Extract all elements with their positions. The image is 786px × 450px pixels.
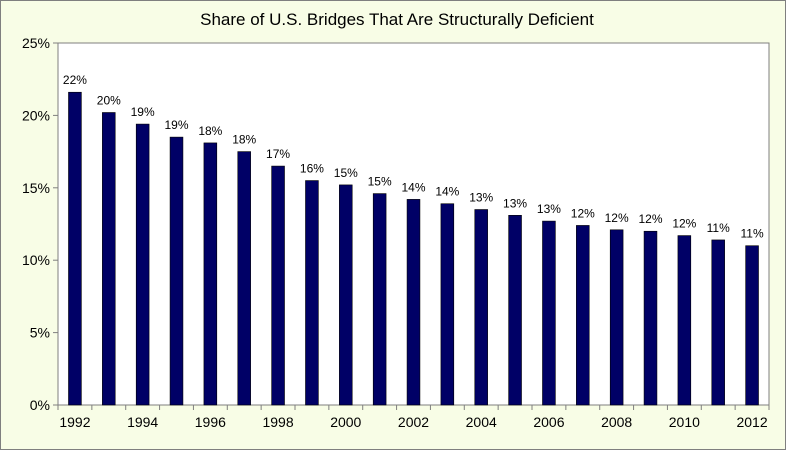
data-label-1998: 17% bbox=[266, 147, 290, 161]
y-tick-label: 20% bbox=[22, 107, 50, 123]
y-tick-label: 10% bbox=[22, 252, 50, 268]
data-labels: 22% 20% 19% 19% 18% 18% 17% 16% 15% 15% 14% 14% 13% 1… bbox=[63, 73, 764, 240]
x-tick-label: 2008 bbox=[601, 414, 632, 430]
data-label-1999: 16% bbox=[300, 162, 324, 176]
x-tick-label: 1992 bbox=[59, 414, 90, 430]
bar-1999 bbox=[305, 180, 319, 406]
y-tick-label: 15% bbox=[22, 180, 50, 196]
bar-1996 bbox=[203, 142, 218, 406]
bar-1993 bbox=[102, 112, 116, 406]
chart-title: Share of U.S. Bridges That Are Structura… bbox=[200, 10, 594, 29]
bar-1995 bbox=[169, 136, 184, 406]
bar-2000 bbox=[339, 184, 353, 406]
data-label-2011: 11% bbox=[707, 221, 730, 235]
bar-2010 bbox=[677, 235, 692, 406]
bar-2008 bbox=[609, 229, 624, 406]
x-tick-label: 1994 bbox=[127, 414, 158, 430]
y-tick-label: 25% bbox=[22, 35, 50, 51]
bar-2009 bbox=[643, 230, 658, 406]
bar-2001 bbox=[372, 193, 387, 406]
data-label-1992: 22% bbox=[63, 73, 87, 87]
bar-2006 bbox=[542, 220, 556, 406]
bar-1998 bbox=[271, 165, 285, 406]
x-tick-label: 2010 bbox=[669, 414, 700, 430]
x-tick-label: 2012 bbox=[736, 414, 767, 430]
data-label-2010: 12% bbox=[672, 217, 696, 231]
bar-1994 bbox=[135, 123, 150, 406]
bar-2012 bbox=[745, 245, 759, 406]
bar-1997 bbox=[237, 151, 251, 406]
data-label-2012: 11% bbox=[741, 227, 764, 241]
data-label-1997: 18% bbox=[232, 133, 256, 147]
x-tick-label: 2004 bbox=[466, 414, 497, 430]
data-label-2005: 13% bbox=[503, 196, 527, 210]
data-label-1994: 19% bbox=[131, 105, 155, 119]
data-label-1996: 18% bbox=[198, 124, 222, 138]
data-label-2006: 13% bbox=[537, 202, 561, 216]
bar-2002 bbox=[406, 199, 421, 406]
data-label-2003: 14% bbox=[435, 185, 459, 199]
data-label-2009: 12% bbox=[638, 212, 662, 226]
x-tick-label: 1996 bbox=[195, 414, 226, 430]
data-label-2001: 15% bbox=[368, 175, 392, 189]
bar-2003 bbox=[440, 203, 455, 406]
data-label-2002: 14% bbox=[401, 180, 425, 194]
data-label-2008: 12% bbox=[605, 211, 629, 225]
data-label-2000: 15% bbox=[334, 166, 358, 180]
bar-2005 bbox=[508, 215, 522, 406]
data-label-2007: 12% bbox=[571, 206, 595, 220]
y-axis: 0% 5% 10% 15% 20% 25% bbox=[22, 35, 58, 413]
y-tick-label: 5% bbox=[30, 325, 50, 341]
x-tick-label: 2000 bbox=[330, 414, 361, 430]
data-label-1993: 20% bbox=[97, 94, 121, 108]
data-label-2004: 13% bbox=[469, 191, 493, 205]
y-tick-label: 0% bbox=[30, 397, 50, 413]
bars bbox=[68, 91, 759, 406]
x-tick-label: 1998 bbox=[262, 414, 293, 430]
bar-2007 bbox=[576, 225, 590, 406]
bar-2011 bbox=[711, 239, 725, 406]
bar-2004 bbox=[474, 209, 488, 406]
bar-1992 bbox=[68, 91, 82, 406]
x-axis: 1992 1994 1996 1998 2000 2002 2004 2006 2008 2010… bbox=[57, 405, 770, 430]
x-tick-label: 2006 bbox=[533, 414, 564, 430]
data-label-1995: 19% bbox=[164, 118, 188, 132]
x-tick-label: 2002 bbox=[398, 414, 429, 430]
